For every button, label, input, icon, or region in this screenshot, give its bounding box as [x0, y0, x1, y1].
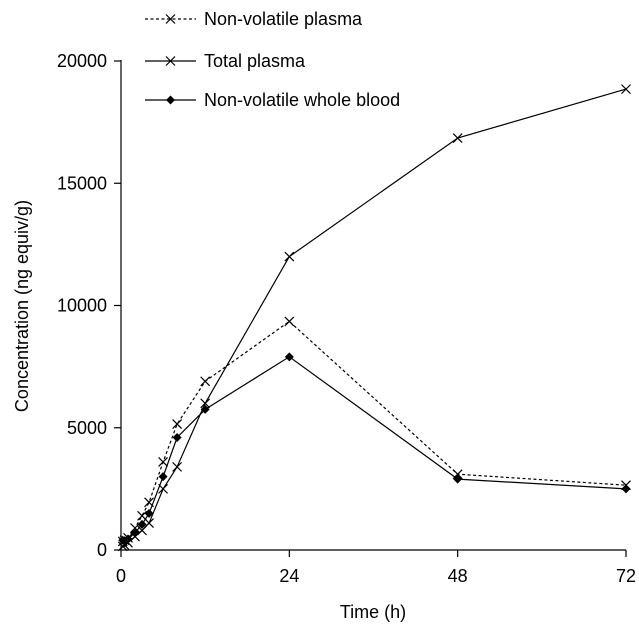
- y-tick-label: 10000: [57, 296, 107, 316]
- x-tick-label: 72: [616, 566, 636, 586]
- marker-stroke: [172, 419, 183, 430]
- marker-stroke: [200, 398, 211, 409]
- data-point: [158, 457, 169, 467]
- x-tick-label: 24: [279, 566, 299, 586]
- axes: 0 5000 10000 15000 20000 0 24 48 72: [57, 51, 636, 586]
- data-point: [453, 474, 463, 484]
- data-point: [200, 398, 211, 409]
- data-point: [284, 251, 295, 262]
- marker-stroke: [165, 14, 176, 24]
- y-tick-label: 5000: [67, 418, 107, 438]
- marker-stroke: [172, 461, 183, 472]
- legend-marker: [165, 56, 176, 66]
- y-tick-label: 20000: [57, 51, 107, 71]
- data-point: [172, 461, 183, 472]
- legend-item: Non-volatile whole blood: [145, 90, 400, 110]
- series-line: [122, 88, 627, 547]
- y-axis-title: Concentration (ng equiv/g): [12, 200, 32, 412]
- marker-stroke: [144, 497, 154, 508]
- marker-stroke: [284, 251, 295, 262]
- series-line: [122, 320, 627, 542]
- legend: Non-volatile plasma Total plasma Non-volat…: [145, 9, 400, 110]
- x-tick-label: 0: [116, 566, 126, 586]
- data-point: [123, 534, 133, 544]
- legend-marker: [165, 14, 176, 24]
- marker-stroke: [200, 376, 211, 387]
- data-point: [130, 528, 140, 538]
- data-point: [172, 419, 183, 430]
- marker-stroke: [452, 133, 463, 143]
- marker-stroke: [144, 518, 154, 529]
- data-point: [452, 133, 463, 143]
- legend-marker: [166, 95, 175, 105]
- x-tick-label: 48: [448, 566, 468, 586]
- data-point: [172, 433, 182, 443]
- y-tick-label: 0: [97, 540, 107, 560]
- legend-label: Total plasma: [204, 51, 306, 71]
- data-point: [200, 376, 211, 387]
- data-point: [284, 316, 295, 327]
- series-1: [117, 316, 631, 547]
- data-point: [284, 352, 294, 362]
- marker-stroke: [284, 316, 295, 327]
- data-point: [130, 523, 140, 533]
- legend-item: Non-volatile plasma: [145, 9, 363, 29]
- marker-stroke: [130, 523, 140, 533]
- marker-stroke: [158, 457, 169, 467]
- data-point: [621, 484, 631, 494]
- data-point: [200, 404, 210, 414]
- series-2: [117, 84, 631, 552]
- data-point: [144, 518, 154, 529]
- legend-label: Non-volatile plasma: [204, 9, 363, 29]
- series-line: [122, 356, 627, 542]
- x-axis-title: Time (h): [340, 602, 406, 622]
- marker-stroke: [621, 84, 631, 95]
- y-tick-label: 15000: [57, 173, 107, 193]
- series-3: [118, 352, 631, 546]
- marker-stroke: [137, 510, 147, 521]
- data-point: [621, 84, 631, 95]
- data-point: [158, 472, 168, 482]
- plot-area: [117, 84, 631, 552]
- legend-label: Non-volatile whole blood: [204, 90, 400, 110]
- marker-stroke: [158, 483, 169, 494]
- marker-stroke: [165, 56, 176, 66]
- data-point: [137, 519, 147, 529]
- legend-item: Total plasma: [145, 51, 306, 71]
- data-point: [144, 508, 154, 518]
